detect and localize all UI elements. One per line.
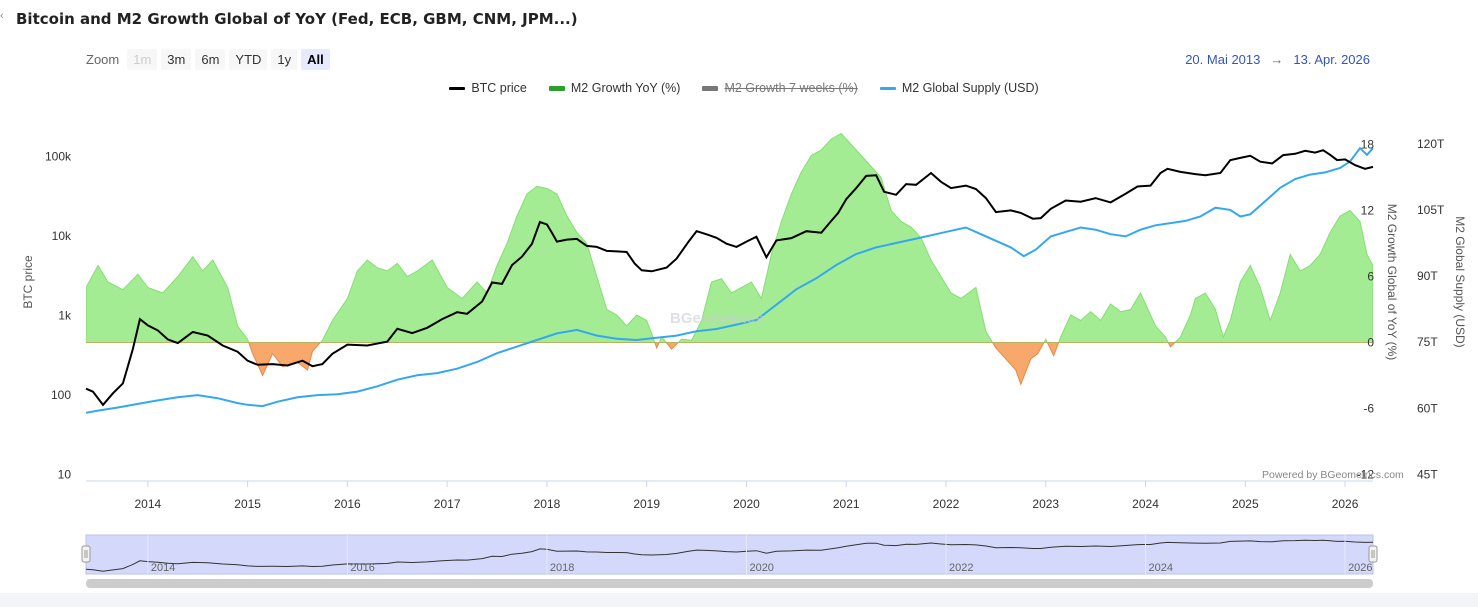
legend-label: M2 Growth YoY (%): [570, 81, 681, 95]
zoom-selector: Zoom 1m 3m 6m YTD 1y All: [86, 49, 330, 70]
navigator-tick-label: 2024: [1149, 562, 1173, 574]
legend-label: M2 Global Supply (USD): [901, 81, 1039, 95]
range-from-input[interactable]: 20. Mai 2013: [1185, 52, 1261, 67]
powered-by-credit[interactable]: Powered by BGeometrics.com: [1262, 469, 1404, 481]
legend-symbol-m2-yoy: [548, 85, 565, 91]
x-tick-label: 2015: [234, 497, 261, 511]
y-right2-tick-label: 45T: [1417, 468, 1438, 482]
navigator-tick-label: 2014: [151, 562, 175, 574]
range-to-input[interactable]: 13. Apr. 2026: [1293, 52, 1370, 67]
chart-legend: BTC price M2 Growth YoY (%) M2 Growth 7 …: [0, 81, 1478, 95]
legend-label: M2 Growth 7 weeks (%): [724, 81, 858, 95]
navigator-tick-label: 2016: [350, 562, 374, 574]
legend-symbol-m2-7w: [702, 85, 719, 91]
x-tick-label: 2019: [633, 497, 660, 511]
zoom-6m-button[interactable]: 6m: [195, 49, 226, 70]
y-right1-tick-label: 18: [1361, 138, 1375, 152]
legend-label: BTC price: [471, 81, 527, 95]
y-right1-tick-label: -12: [1357, 468, 1375, 482]
range-arrow: →: [1270, 52, 1284, 67]
navigator-right-handle[interactable]: [1368, 545, 1378, 563]
y-right2-tick-label: 60T: [1417, 401, 1438, 415]
navigator-btc-line: [85, 539, 1374, 572]
y-right2-tick-label: 90T: [1417, 269, 1438, 283]
chart-card: ‹ Bitcoin and M2 Growth Global of YoY (F…: [0, 0, 1478, 593]
navigator-tick-label: 2020: [749, 562, 773, 574]
navigator-tick-label: 2022: [949, 562, 973, 574]
y-right1-tick-label: -6: [1363, 402, 1374, 416]
x-tick-label: 2016: [334, 497, 361, 511]
zoom-label: Zoom: [86, 52, 120, 67]
navigator-left-handle[interactable]: [81, 545, 91, 563]
x-tick-label: 2022: [933, 497, 960, 511]
y-left-axis-title: BTC price: [21, 255, 35, 309]
y-right2-axis-title: M2 Global Supply (USD): [1453, 216, 1467, 347]
legend-symbol-supply: [879, 86, 896, 90]
m2-growth-positive-area: [86, 132, 1373, 343]
x-tick-label: 2020: [733, 497, 760, 511]
y-left-tick-label: 100k: [45, 150, 72, 164]
y-right2-tick-label: 120T: [1417, 137, 1445, 151]
x-tick-label: 2026: [1332, 497, 1359, 511]
y-right1-axis-title: M2 Growth Global of YoY (%): [1385, 204, 1399, 361]
y-right2-tick-label: 105T: [1417, 203, 1445, 217]
x-tick-label: 2014: [135, 497, 162, 511]
x-tick-label: 2017: [434, 497, 461, 511]
y-right1-tick-label: 12: [1361, 204, 1375, 218]
y-right1-tick-label: 6: [1367, 270, 1374, 284]
zoom-3m-button[interactable]: 3m: [161, 49, 192, 70]
date-range-selector: 20. Mai 2013 → 13. Apr. 2026: [1185, 52, 1370, 67]
zoom-ytd-button[interactable]: YTD: [229, 49, 268, 70]
chart-title: Bitcoin and M2 Growth Global of YoY (Fed…: [16, 10, 578, 28]
watermark-logo: BGeometrics: [670, 310, 764, 327]
zoom-all-button[interactable]: All: [301, 49, 330, 70]
navigator-scrollbar[interactable]: [86, 579, 1373, 588]
zoom-1y-button[interactable]: 1y: [271, 49, 298, 70]
x-tick-label: 2018: [534, 497, 561, 511]
navigator-tick-label: 2026: [1348, 562, 1372, 574]
btc-price-line: [85, 149, 1374, 407]
legend-item-btc-price[interactable]: BTC price: [449, 81, 527, 95]
back-chevron-icon[interactable]: ‹: [0, 10, 4, 22]
legend-item-m2-growth-yoy[interactable]: M2 Growth YoY (%): [548, 81, 681, 95]
x-tick-label: 2023: [1032, 497, 1059, 511]
y-left-tick-label: 100: [51, 388, 71, 402]
y-left-tick-label: 10: [58, 468, 72, 482]
legend-item-m2-global-supply[interactable]: M2 Global Supply (USD): [879, 81, 1039, 95]
x-tick-label: 2021: [833, 497, 860, 511]
navigator-tick-label: 2018: [550, 562, 574, 574]
y-left-tick-label: 1k: [58, 309, 72, 323]
legend-symbol-btc: [449, 86, 466, 90]
y-right2-tick-label: 75T: [1417, 335, 1438, 349]
x-tick-label: 2024: [1132, 497, 1159, 511]
y-left-tick-label: 10k: [52, 229, 72, 243]
x-tick-label: 2025: [1232, 497, 1259, 511]
chart-svg[interactable]: 2014 2015 2016 2017 2018 2019 2020 2021 2022 2023…: [0, 0, 1478, 593]
navigator-window: [85, 534, 1374, 575]
m2-supply-line: [85, 146, 1374, 414]
legend-item-m2-growth-7-weeks[interactable]: M2 Growth 7 weeks (%): [702, 81, 858, 95]
y-right1-tick-label: 0: [1367, 336, 1374, 350]
zoom-1m-button[interactable]: 1m: [127, 49, 158, 70]
